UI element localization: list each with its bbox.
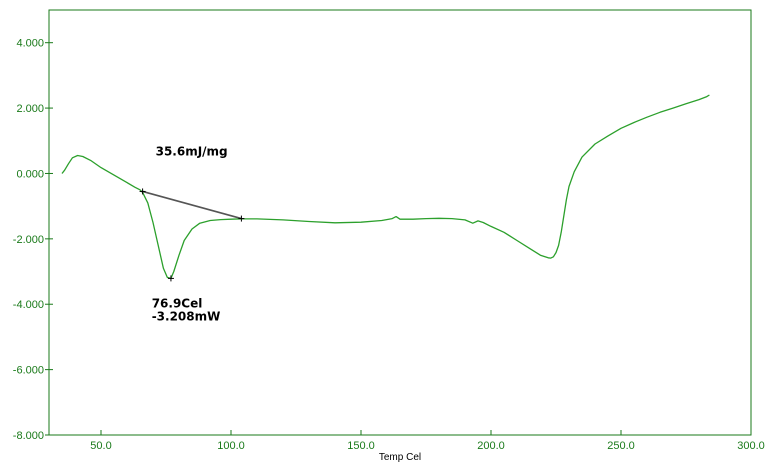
x-tick-label: 250.0 bbox=[607, 440, 635, 452]
series-line bbox=[61, 94, 710, 280]
y-tick-label: -2.000 bbox=[13, 234, 44, 246]
x-tick-label: 300.0 bbox=[737, 440, 765, 452]
x-tick-label: 150.0 bbox=[347, 440, 375, 452]
annotation-label: 35.6mJ/mg bbox=[156, 144, 228, 158]
cross-marker bbox=[167, 275, 174, 282]
y-axis-ticks: 4.000 2.000 0.000 -2.000 -4.000 -6.000 -8.000 bbox=[13, 38, 53, 442]
x-tick-label: 100.0 bbox=[217, 440, 245, 452]
plot-frame bbox=[48, 9, 752, 436]
integration-baseline bbox=[142, 190, 242, 220]
annotation-label: -3.208mW bbox=[152, 310, 221, 324]
annotation-layer: 35.6mJ/mg 76.9Cel-3.208mW bbox=[152, 144, 228, 323]
y-tick-label: 4.000 bbox=[16, 38, 44, 50]
x-axis-title: Temp Cel bbox=[379, 452, 421, 463]
x-tick-label: 200.0 bbox=[477, 440, 505, 452]
y-tick-label: -8.000 bbox=[13, 430, 44, 442]
marker-layer bbox=[139, 188, 245, 282]
annotation-label: 76.9Cel bbox=[152, 297, 203, 311]
y-tick-label: -6.000 bbox=[13, 365, 44, 377]
cross-marker bbox=[139, 188, 146, 195]
y-tick-label: -4.000 bbox=[13, 299, 44, 311]
cross-marker bbox=[238, 215, 245, 222]
series-layer bbox=[61, 94, 710, 280]
y-tick-label: 2.000 bbox=[16, 103, 44, 115]
baseline-layer bbox=[142, 190, 242, 220]
x-axis-ticks: 50.0 100.0 150.0 200.0 250.0 300.0 bbox=[90, 430, 765, 452]
y-tick-label: 0.000 bbox=[16, 168, 44, 180]
x-tick-label: 50.0 bbox=[90, 440, 111, 452]
